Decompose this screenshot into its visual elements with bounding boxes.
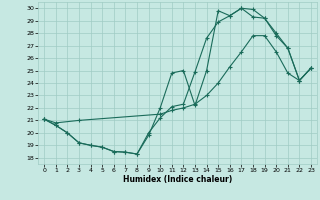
X-axis label: Humidex (Indice chaleur): Humidex (Indice chaleur) — [123, 175, 232, 184]
